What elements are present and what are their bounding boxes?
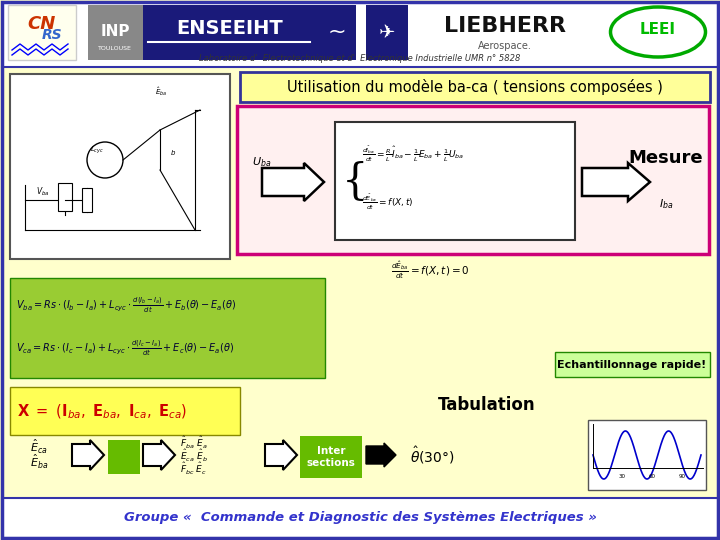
Bar (108, 440, 140, 474)
Text: CN: CN (28, 15, 56, 33)
Bar (10, 387, 240, 435)
Text: Groupe «  Commande et Diagnostic des Systèmes Electriques »: Groupe « Commande et Diagnostic des Syst… (124, 511, 596, 524)
Text: Aerospace.: Aerospace. (478, 41, 532, 51)
Text: $\hat{E}_{ca}\ \hat{E}_b$: $\hat{E}_{ca}\ \hat{E}_b$ (180, 448, 208, 464)
Text: $\frac{d\hat{E}_{ba}}{dt}=f(X,t)$: $\frac{d\hat{E}_{ba}}{dt}=f(X,t)$ (362, 192, 413, 212)
Ellipse shape (611, 7, 706, 57)
FancyArrow shape (366, 443, 396, 467)
Bar (8, 5, 76, 60)
Text: $\hat{F}_{ba}\ \hat{E}_a$: $\hat{F}_{ba}\ \hat{E}_a$ (180, 435, 207, 451)
Text: $\hat{F}_{bc}\ \hat{E}_c$: $\hat{F}_{bc}\ \hat{E}_c$ (180, 461, 207, 477)
Text: $L_{cyc}$: $L_{cyc}$ (90, 145, 104, 156)
Text: 30: 30 (618, 474, 626, 479)
Text: Echantillonnage rapide!: Echantillonnage rapide! (557, 360, 706, 370)
Bar (88, 5, 143, 60)
Bar (335, 122, 575, 240)
Text: $\frac{d\hat{I}_{ba}}{dt}=\frac{R}{L}\hat{I}_{ba}-\frac{1}{L}E_{ba}+\frac{1}{L}U: $\frac{d\hat{I}_{ba}}{dt}=\frac{R}{L}\ha… (362, 144, 464, 164)
Bar (588, 420, 706, 490)
Bar (366, 5, 408, 60)
Text: ✈: ✈ (379, 23, 395, 42)
Text: 60: 60 (649, 474, 655, 479)
FancyArrow shape (265, 440, 297, 470)
Text: Utilisation du modèle ba-ca ( tensions composées ): Utilisation du modèle ba-ca ( tensions c… (287, 79, 663, 95)
Text: $U_{ba}$: $U_{ba}$ (252, 155, 271, 169)
Bar (10, 74, 230, 259)
Text: Tabulation: Tabulation (438, 396, 536, 414)
Text: $\frac{d\hat{E}_{ba}}{dt}=f(X,t)=0$: $\frac{d\hat{E}_{ba}}{dt}=f(X,t)=0$ (391, 259, 469, 281)
Bar (2, 2, 718, 67)
Text: $V_{ca}=Rs\cdot(I_c-I_a)+L_{cyc}\cdot\frac{d(I_c-I_a)}{dt}+E_c(\theta)-E_a(\thet: $V_{ca}=Rs\cdot(I_c-I_a)+L_{cyc}\cdot\fr… (16, 338, 234, 358)
Text: 90: 90 (678, 474, 685, 479)
Text: Laboratoire d'  Electrotechnique et d'  Electronique Industrielle UMR n° 5828: Laboratoire d' Electrotechnique et d' El… (199, 54, 521, 63)
Bar (10, 278, 325, 378)
Text: ENSEEIHT: ENSEEIHT (176, 18, 284, 37)
Bar (603, 5, 713, 60)
Text: $\mathbf{X}\ =\ (\mathbf{I}_{ba},\ \mathbf{E}_{ba},\ \mathbf{I}_{ca},\ \mathbf{E: $\mathbf{X}\ =\ (\mathbf{I}_{ba},\ \math… (17, 403, 187, 421)
Text: $I_{ba}$: $I_{ba}$ (659, 197, 673, 211)
Text: RS: RS (42, 28, 63, 42)
Text: Inter
sections: Inter sections (307, 446, 356, 468)
Text: $\hat{E}_{ba}$: $\hat{E}_{ba}$ (30, 453, 48, 471)
Text: ~: ~ (328, 22, 346, 42)
Bar (58, 183, 72, 211)
Bar (418, 5, 593, 60)
Text: $\hat{\theta}(30\degree)$: $\hat{\theta}(30\degree)$ (410, 444, 455, 465)
FancyArrow shape (143, 440, 175, 470)
Text: Mesure: Mesure (629, 149, 703, 167)
Text: TOULOUSE: TOULOUSE (98, 45, 132, 51)
Bar (143, 5, 318, 60)
Text: LIEBHERR: LIEBHERR (444, 16, 566, 36)
Text: INP: INP (100, 24, 130, 39)
Bar (2, 498, 718, 538)
Text: $V_{ba}=Rs\cdot(I_b-I_a)+L_{cyc}\cdot\frac{d(I_b-I_a)}{dt}+E_b(\theta)-E_a(\thet: $V_{ba}=Rs\cdot(I_b-I_a)+L_{cyc}\cdot\fr… (16, 295, 236, 315)
Text: $\hat{E}_{ba}$: $\hat{E}_{ba}$ (155, 86, 167, 98)
Text: $V_{ba}$: $V_{ba}$ (36, 185, 50, 198)
Bar (240, 72, 710, 102)
FancyArrow shape (72, 440, 104, 470)
Bar (300, 436, 362, 478)
FancyArrow shape (262, 163, 324, 201)
Text: $\hat{E}_{ca}$: $\hat{E}_{ca}$ (30, 438, 48, 456)
Bar (237, 106, 709, 254)
Text: LEEI: LEEI (640, 23, 676, 37)
Bar (555, 352, 710, 377)
Bar (82, 188, 92, 212)
FancyArrow shape (582, 163, 650, 201)
Bar (318, 5, 356, 60)
Text: {: { (342, 161, 369, 203)
Text: $b$: $b$ (170, 148, 176, 157)
